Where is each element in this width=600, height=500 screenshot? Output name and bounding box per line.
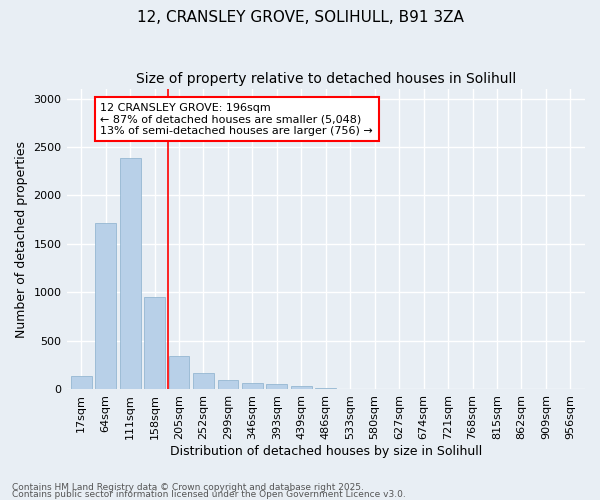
Bar — [120, 158, 140, 389]
Bar — [193, 374, 214, 389]
Bar — [291, 386, 312, 389]
Text: 12 CRANSLEY GROVE: 196sqm
← 87% of detached houses are smaller (5,048)
13% of se: 12 CRANSLEY GROVE: 196sqm ← 87% of detac… — [100, 102, 373, 136]
Title: Size of property relative to detached houses in Solihull: Size of property relative to detached ho… — [136, 72, 516, 86]
Bar — [242, 382, 263, 389]
Y-axis label: Number of detached properties: Number of detached properties — [15, 140, 28, 338]
Bar — [169, 356, 190, 389]
Bar — [218, 380, 238, 389]
Bar — [266, 384, 287, 389]
Text: 12, CRANSLEY GROVE, SOLIHULL, B91 3ZA: 12, CRANSLEY GROVE, SOLIHULL, B91 3ZA — [137, 10, 463, 25]
Text: Contains HM Land Registry data © Crown copyright and database right 2025.: Contains HM Land Registry data © Crown c… — [12, 484, 364, 492]
Text: Contains public sector information licensed under the Open Government Licence v3: Contains public sector information licen… — [12, 490, 406, 499]
Bar — [71, 376, 92, 389]
X-axis label: Distribution of detached houses by size in Solihull: Distribution of detached houses by size … — [170, 444, 482, 458]
Bar — [95, 222, 116, 389]
Bar — [144, 297, 165, 389]
